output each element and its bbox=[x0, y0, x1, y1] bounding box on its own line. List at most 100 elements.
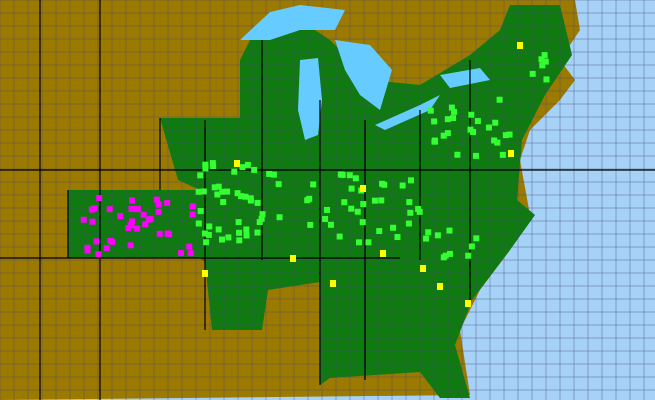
county-bright-green bbox=[423, 235, 430, 242]
county-bright-green bbox=[244, 161, 251, 168]
county-bright-green bbox=[348, 205, 355, 212]
county-bright-green bbox=[234, 190, 241, 197]
county-bright-green bbox=[231, 168, 238, 175]
county-bright-green bbox=[202, 165, 209, 172]
county-yellow bbox=[360, 185, 366, 192]
county-bright-green bbox=[247, 197, 254, 204]
county-bright-green bbox=[327, 221, 334, 228]
county-yellow bbox=[202, 270, 208, 277]
county-bright-green bbox=[205, 231, 212, 238]
county-bright-green bbox=[275, 181, 282, 188]
county-magenta bbox=[117, 213, 124, 220]
county-bright-green bbox=[502, 132, 509, 139]
county-magenta bbox=[153, 196, 160, 203]
county-bright-green bbox=[444, 130, 451, 137]
county-bright-green bbox=[356, 239, 363, 246]
county-bright-green bbox=[243, 226, 250, 233]
county-bright-green bbox=[390, 224, 397, 231]
county-bright-green bbox=[215, 226, 222, 233]
county-bright-green bbox=[195, 188, 202, 195]
county-bright-green bbox=[538, 56, 545, 63]
lake-superior bbox=[240, 5, 345, 40]
county-bright-green bbox=[472, 152, 479, 159]
county-magenta bbox=[133, 225, 140, 232]
county-bright-green bbox=[243, 232, 250, 239]
county-magenta bbox=[95, 251, 102, 258]
county-yellow bbox=[508, 150, 514, 157]
county-bright-green bbox=[499, 151, 506, 158]
county-bright-green bbox=[348, 185, 355, 192]
county-yellow bbox=[234, 160, 240, 167]
lake-ontario bbox=[440, 68, 490, 88]
county-bright-green bbox=[360, 201, 367, 208]
county-magenta bbox=[107, 237, 114, 244]
county-bright-green bbox=[468, 243, 475, 250]
county-bright-green bbox=[307, 221, 314, 228]
county-bright-green bbox=[446, 227, 453, 234]
county-bright-green bbox=[339, 171, 346, 178]
county-bright-green bbox=[266, 170, 273, 177]
county-yellow bbox=[465, 300, 471, 307]
county-yellow bbox=[517, 42, 523, 49]
county-bright-green bbox=[465, 252, 472, 259]
county-magenta bbox=[155, 208, 162, 215]
county-bright-green bbox=[324, 206, 331, 213]
county-bright-green bbox=[251, 166, 258, 173]
county-bright-green bbox=[434, 232, 441, 239]
county-yellow bbox=[290, 255, 296, 262]
county-bright-green bbox=[474, 118, 481, 125]
county-bright-green bbox=[310, 181, 317, 188]
county-bright-green bbox=[378, 197, 385, 204]
county-bright-green bbox=[494, 139, 501, 146]
county-yellow bbox=[380, 250, 386, 257]
county-bright-green bbox=[468, 111, 475, 118]
county-bright-green bbox=[197, 172, 204, 179]
county-magenta bbox=[186, 243, 193, 250]
county-yellow bbox=[330, 280, 336, 287]
county-magenta bbox=[189, 203, 196, 210]
county-bright-green bbox=[242, 193, 249, 200]
county-bright-green bbox=[541, 52, 548, 59]
county-bright-green bbox=[203, 239, 210, 246]
county-bright-green bbox=[444, 116, 451, 123]
county-highlights bbox=[80, 42, 550, 307]
county-magenta bbox=[84, 247, 91, 254]
county-bright-green bbox=[354, 208, 361, 215]
county-bright-green bbox=[254, 199, 261, 206]
county-bright-green bbox=[235, 219, 242, 226]
lake-michigan bbox=[298, 58, 322, 140]
county-bright-green bbox=[376, 228, 383, 235]
county-magenta bbox=[129, 218, 136, 225]
county-bright-green bbox=[467, 126, 474, 133]
county-bright-green bbox=[454, 151, 461, 158]
county-magenta bbox=[156, 230, 163, 237]
county-magenta bbox=[96, 195, 103, 202]
county-bright-green bbox=[394, 234, 401, 241]
county-bright-green bbox=[359, 219, 366, 226]
lake-erie bbox=[375, 95, 440, 130]
county-magenta bbox=[125, 225, 132, 232]
county-magenta bbox=[106, 206, 113, 213]
county-bright-green bbox=[448, 104, 455, 111]
county-magenta bbox=[189, 211, 196, 218]
county-magenta bbox=[128, 205, 135, 212]
county-bright-green bbox=[406, 199, 413, 206]
county-bright-green bbox=[211, 184, 218, 191]
county-bright-green bbox=[492, 119, 499, 126]
county-magenta bbox=[91, 205, 98, 212]
county-bright-green bbox=[219, 236, 226, 243]
county-bright-green bbox=[215, 183, 222, 190]
county-bright-green bbox=[381, 181, 388, 188]
lake-huron bbox=[335, 40, 392, 110]
county-bright-green bbox=[341, 199, 348, 206]
county-bright-green bbox=[219, 188, 226, 195]
county-magenta bbox=[127, 242, 134, 249]
county-bright-green bbox=[405, 220, 412, 227]
county-bright-green bbox=[346, 172, 353, 179]
county-bright-green bbox=[440, 132, 447, 139]
county-bright-green bbox=[236, 229, 243, 236]
county-bright-green bbox=[239, 164, 246, 171]
county-bright-green bbox=[209, 160, 216, 167]
county-bright-green bbox=[270, 171, 277, 178]
